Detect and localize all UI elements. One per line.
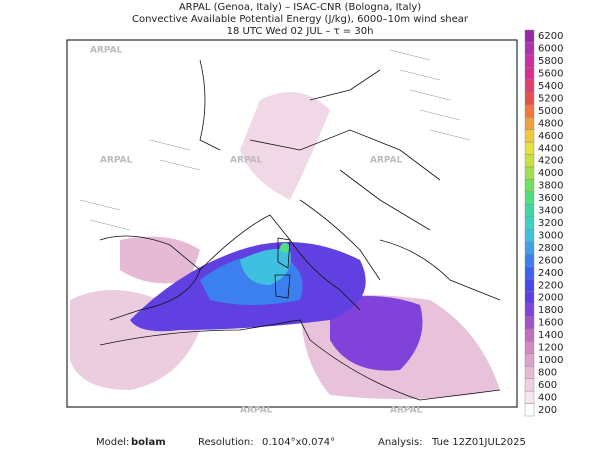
colorbar-swatch — [524, 253, 535, 267]
title-line: 18 UTC Wed 02 JUL – τ = 30h — [227, 26, 374, 37]
colorbar-label: 800 — [538, 367, 557, 378]
colorbar-swatch — [524, 216, 535, 230]
colorbar-swatch — [524, 390, 535, 404]
watermark: ARPAL — [100, 156, 133, 166]
colorbar-swatch — [524, 328, 535, 342]
colorbar-swatch — [524, 54, 535, 68]
colorbar-swatch — [524, 303, 535, 317]
colorbar-label: 2800 — [538, 243, 563, 254]
colorbar-label: 5000 — [538, 106, 563, 117]
colorbar-label: 1400 — [538, 330, 563, 341]
colorbar-label: 5800 — [538, 56, 563, 67]
colorbar-swatch — [524, 92, 535, 105]
watermark: ARPAL — [390, 406, 423, 416]
colorbar-label: 5400 — [538, 81, 563, 92]
colorbar-label: 6200 — [538, 31, 563, 42]
colorbar-swatch — [524, 67, 535, 81]
colorbar-label: 4400 — [538, 143, 563, 154]
colorbar-swatch — [524, 29, 535, 43]
colorbar-label: 2000 — [538, 293, 563, 304]
footer-label: Model: — [96, 437, 129, 448]
colorbar-swatch — [524, 278, 535, 292]
colorbar-swatch — [524, 191, 535, 205]
colorbar-label: 1800 — [538, 305, 563, 316]
footer-label: Analysis: — [378, 437, 423, 448]
colorbar-swatch — [524, 353, 535, 367]
colorbar-swatch — [524, 42, 535, 56]
colorbar-swatch — [524, 378, 535, 392]
colorbar-label: 3000 — [538, 230, 563, 241]
wind-barbs — [79, 49, 471, 231]
colorbar-swatch — [524, 129, 535, 143]
colorbar-label: 4800 — [538, 118, 563, 129]
cape-field — [70, 92, 500, 399]
colorbar-swatch — [524, 241, 535, 255]
colorbar-label: 3800 — [538, 181, 563, 192]
colorbar-swatch — [524, 141, 535, 155]
colorbar-swatch — [524, 179, 535, 193]
colorbar-label: 2200 — [538, 280, 563, 291]
colorbar-swatch — [524, 291, 535, 305]
coastlines — [99, 59, 501, 401]
map: ARPAL ARPAL ARPAL ARPAL ARPAL ARPAL — [66, 39, 518, 416]
colorbar-swatch — [524, 403, 535, 417]
colorbar-label: 3600 — [538, 193, 563, 204]
colorbar-swatch — [524, 104, 535, 118]
footer-value: bolam — [131, 437, 166, 448]
colorbar-swatch — [524, 316, 535, 330]
colorbar-label: 600 — [538, 380, 557, 391]
title-line: Convective Available Potential Energy (J… — [132, 14, 469, 25]
colorbar-label: 5200 — [538, 93, 563, 104]
colorbar-swatch — [524, 229, 535, 242]
colorbar-label: 1000 — [538, 355, 563, 366]
colorbar-swatch — [524, 79, 535, 93]
colorbar-label: 1200 — [538, 343, 563, 354]
colorbar-label: 6000 — [538, 44, 563, 55]
watermark: ARPAL — [240, 406, 273, 416]
colorbar-swatch — [524, 154, 535, 168]
colorbar-label: 400 — [538, 392, 557, 403]
colorbar-label: 2600 — [538, 255, 563, 266]
colorbar-swatch — [524, 341, 535, 354]
footer-value: Tue 12Z01JUL2025 — [431, 437, 526, 448]
colorbar-swatch — [524, 204, 535, 217]
colorbar-label: 4000 — [538, 168, 563, 179]
colorbar-label: 4600 — [538, 131, 563, 142]
colorbar-label: 2400 — [538, 268, 563, 279]
footer-value: 0.104°x0.074° — [262, 437, 335, 448]
colorbar-label: 3200 — [538, 218, 563, 229]
title-line: ARPAL (Genoa, Italy) – ISAC-CNR (Bologna… — [179, 2, 421, 13]
watermark: ARPAL — [230, 156, 263, 166]
colorbar-swatch — [524, 266, 535, 280]
footer-label: Resolution: — [198, 437, 254, 448]
colorbar-swatch — [524, 365, 535, 379]
watermark: ARPAL — [90, 46, 123, 56]
colorbar-label: 200 — [538, 405, 557, 416]
colorbar-swatch — [524, 166, 535, 180]
watermark: ARPAL — [370, 156, 403, 166]
colorbar-label: 5600 — [538, 69, 563, 80]
colorbar-swatch — [524, 116, 535, 130]
colorbar-label: 1600 — [538, 318, 563, 329]
colorbar-label: 4200 — [538, 156, 563, 167]
colorbar-label: 3400 — [538, 206, 563, 217]
